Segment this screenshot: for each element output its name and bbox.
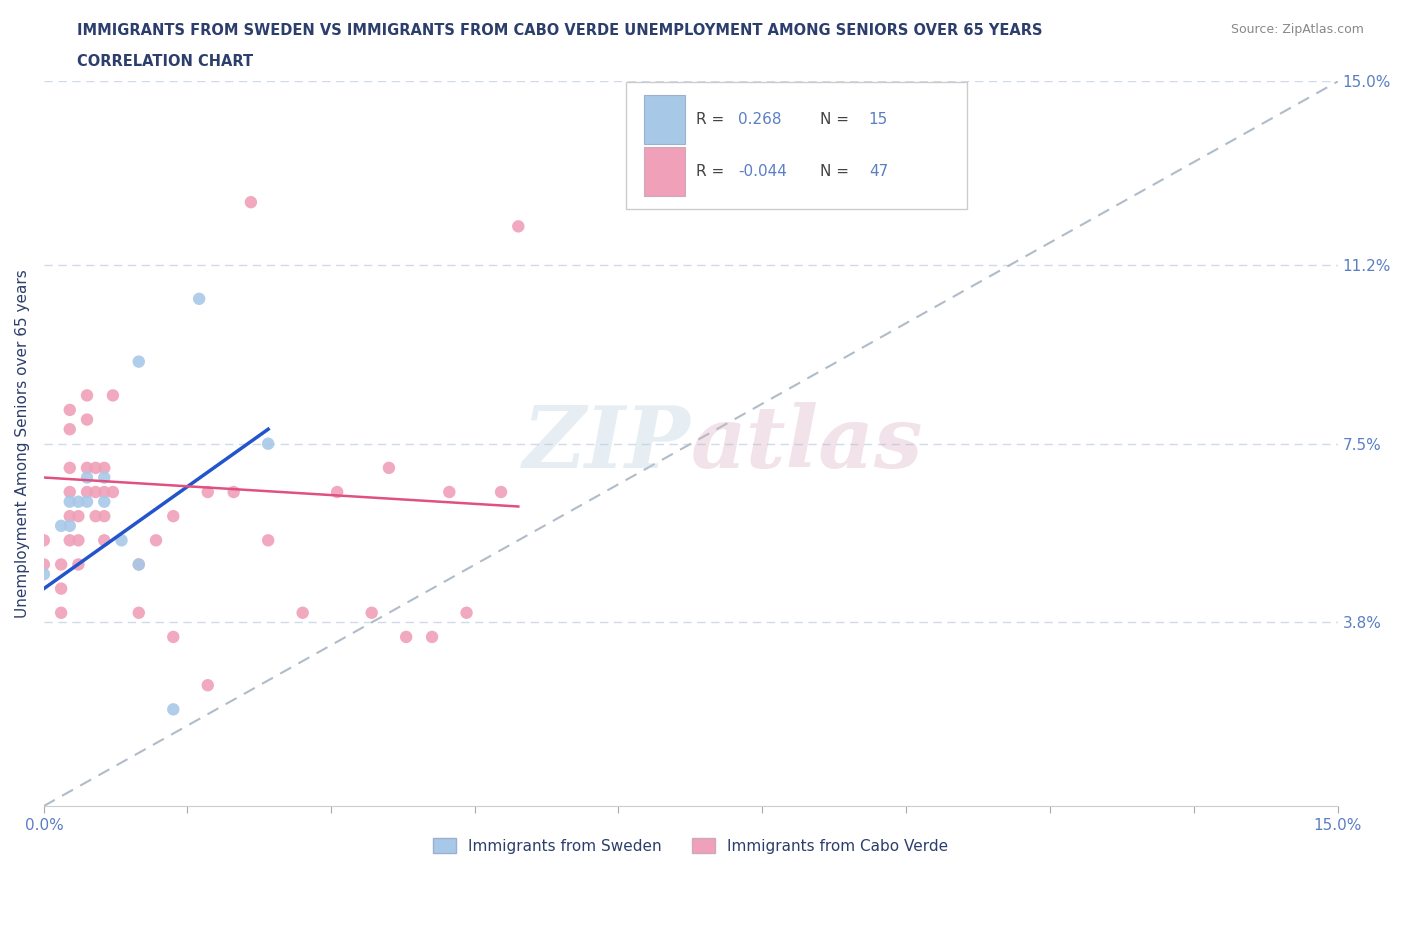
Point: [49, 518, 72, 533]
Point: [197, 485, 219, 499]
Point: [101, 485, 124, 499]
Point: [93, 509, 115, 524]
Text: ZIP: ZIP: [523, 402, 690, 485]
Point: [257, 436, 280, 451]
Point: [32, 557, 55, 572]
Point: [439, 485, 461, 499]
Y-axis label: Unemployment Among Seniors over 65 years: Unemployment Among Seniors over 65 years: [15, 270, 30, 618]
Point: [93, 460, 115, 475]
Point: [59, 460, 82, 475]
Point: [162, 702, 184, 717]
Point: [93, 533, 115, 548]
Point: [76, 460, 98, 475]
Point: [76, 388, 98, 403]
Point: [291, 605, 314, 620]
Point: [76, 494, 98, 509]
Point: [76, 412, 98, 427]
Point: [84, 509, 107, 524]
Point: [257, 533, 280, 548]
Point: [222, 485, 245, 499]
Point: [32, 566, 55, 581]
Text: atlas: atlas: [690, 402, 924, 485]
Point: [326, 485, 349, 499]
Text: CORRELATION CHART: CORRELATION CHART: [77, 54, 253, 69]
Text: Source: ZipAtlas.com: Source: ZipAtlas.com: [1230, 23, 1364, 36]
Point: [59, 494, 82, 509]
Point: [32, 533, 55, 548]
Point: [360, 605, 382, 620]
Point: [93, 470, 115, 485]
Point: [239, 194, 262, 209]
Point: [395, 630, 418, 644]
Point: [110, 533, 132, 548]
Point: [378, 460, 401, 475]
Point: [49, 581, 72, 596]
Point: [59, 518, 82, 533]
Point: [67, 557, 90, 572]
Point: [188, 291, 211, 306]
Text: 47: 47: [869, 164, 889, 179]
Point: [128, 354, 150, 369]
Point: [197, 678, 219, 693]
Point: [128, 605, 150, 620]
Point: [59, 422, 82, 437]
Point: [489, 485, 512, 499]
Point: [128, 557, 150, 572]
Text: N =: N =: [820, 113, 853, 127]
Point: [59, 509, 82, 524]
Text: N =: N =: [820, 164, 853, 179]
Point: [84, 485, 107, 499]
Text: 0.268: 0.268: [738, 113, 782, 127]
Point: [456, 605, 478, 620]
Point: [162, 509, 184, 524]
Point: [101, 388, 124, 403]
Point: [59, 533, 82, 548]
Point: [162, 630, 184, 644]
Point: [93, 494, 115, 509]
Legend: Immigrants from Sweden, Immigrants from Cabo Verde: Immigrants from Sweden, Immigrants from …: [427, 831, 955, 860]
Point: [67, 533, 90, 548]
Point: [84, 460, 107, 475]
Point: [93, 485, 115, 499]
Point: [76, 485, 98, 499]
Point: [49, 557, 72, 572]
Point: [67, 509, 90, 524]
Point: [145, 533, 167, 548]
Text: IMMIGRANTS FROM SWEDEN VS IMMIGRANTS FROM CABO VERDE UNEMPLOYMENT AMONG SENIORS : IMMIGRANTS FROM SWEDEN VS IMMIGRANTS FRO…: [77, 23, 1043, 38]
Text: 15: 15: [869, 113, 889, 127]
Point: [420, 630, 443, 644]
Text: R =: R =: [696, 164, 728, 179]
Point: [76, 470, 98, 485]
Text: R =: R =: [696, 113, 728, 127]
Point: [67, 494, 90, 509]
Point: [59, 403, 82, 418]
Point: [128, 557, 150, 572]
Point: [508, 219, 530, 233]
Point: [59, 485, 82, 499]
Point: [49, 605, 72, 620]
Text: -0.044: -0.044: [738, 164, 787, 179]
